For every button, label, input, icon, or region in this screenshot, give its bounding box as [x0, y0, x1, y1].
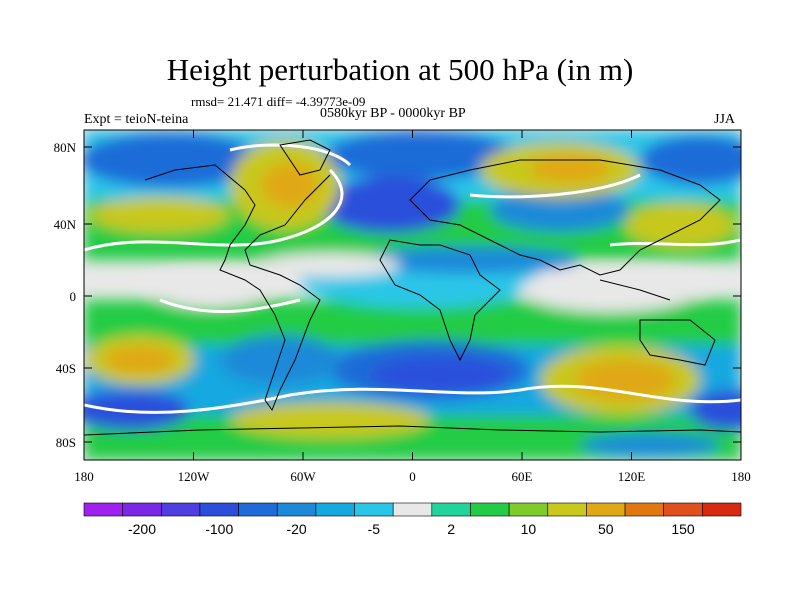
colorbar-swatch: [431, 502, 471, 517]
colorbar-swatch: [199, 502, 239, 517]
lon-tick-label: 120E: [618, 469, 646, 484]
lat-tick-label: 40S: [56, 361, 76, 376]
zero-contours: [84, 143, 741, 414]
period-label: 0580kyr BP - 0000kyr BP: [320, 106, 466, 121]
lat-tick-label: 0: [70, 289, 77, 304]
longitude-axis: 180 120W 60W 0 60E 120E 180: [74, 130, 751, 484]
colorbar-swatch: [470, 502, 510, 517]
colorbar-swatch: [122, 502, 162, 517]
colorbar-label: 2: [447, 521, 455, 537]
colorbar-swatch: [315, 502, 355, 517]
colorbar-label: 150: [671, 521, 695, 537]
colorbar-label: -100: [205, 521, 233, 537]
lat-tick-label: 80N: [54, 140, 77, 155]
lon-tick-label: 180: [731, 469, 751, 484]
colorbar-swatch: [547, 502, 587, 517]
colorbar-swatch: [354, 502, 394, 517]
colorbar-label: -200: [128, 521, 156, 537]
contour-field: [84, 130, 741, 460]
colorbar-swatch: [83, 502, 123, 517]
colorbar-swatch: [702, 502, 742, 517]
colorbar-label: -5: [368, 521, 381, 537]
colorbar: -200 -100 -20 -5 2 10 50 150: [83, 502, 742, 537]
lon-tick-label: 60W: [290, 469, 316, 484]
lon-tick-label: 120W: [178, 469, 211, 484]
colorbar-swatch: [238, 502, 278, 517]
lat-tick-label: 40N: [54, 217, 77, 232]
latitude-axis: 80N 40N 0 40S 80S: [54, 140, 741, 450]
coastlines: [84, 139, 741, 436]
lon-tick-label: 180: [74, 469, 94, 484]
season-label: JJA: [714, 112, 736, 127]
colorbar-label: 50: [598, 521, 614, 537]
lat-tick-label: 80S: [56, 435, 76, 450]
experiment-label: Expt = teioN-teina: [84, 112, 189, 127]
lon-tick-label: 60E: [512, 469, 533, 484]
colorbar-swatch: [624, 502, 665, 517]
colorbar-swatch: [663, 502, 703, 517]
colorbar-swatch: [392, 502, 433, 517]
statistics-label: rmsd= 21.471 diff= -4.39773e-09: [191, 94, 366, 109]
lon-tick-label: 0: [409, 469, 416, 484]
colorbar-label: -20: [286, 521, 306, 537]
colorbar-swatch: [276, 502, 317, 517]
colorbar-swatch: [586, 502, 626, 517]
chart-title: Height perturbation at 500 hPa (in m): [166, 52, 634, 87]
colorbar-label: 10: [521, 521, 537, 537]
colorbar-swatch: [508, 502, 549, 517]
colorbar-swatch: [160, 502, 201, 517]
